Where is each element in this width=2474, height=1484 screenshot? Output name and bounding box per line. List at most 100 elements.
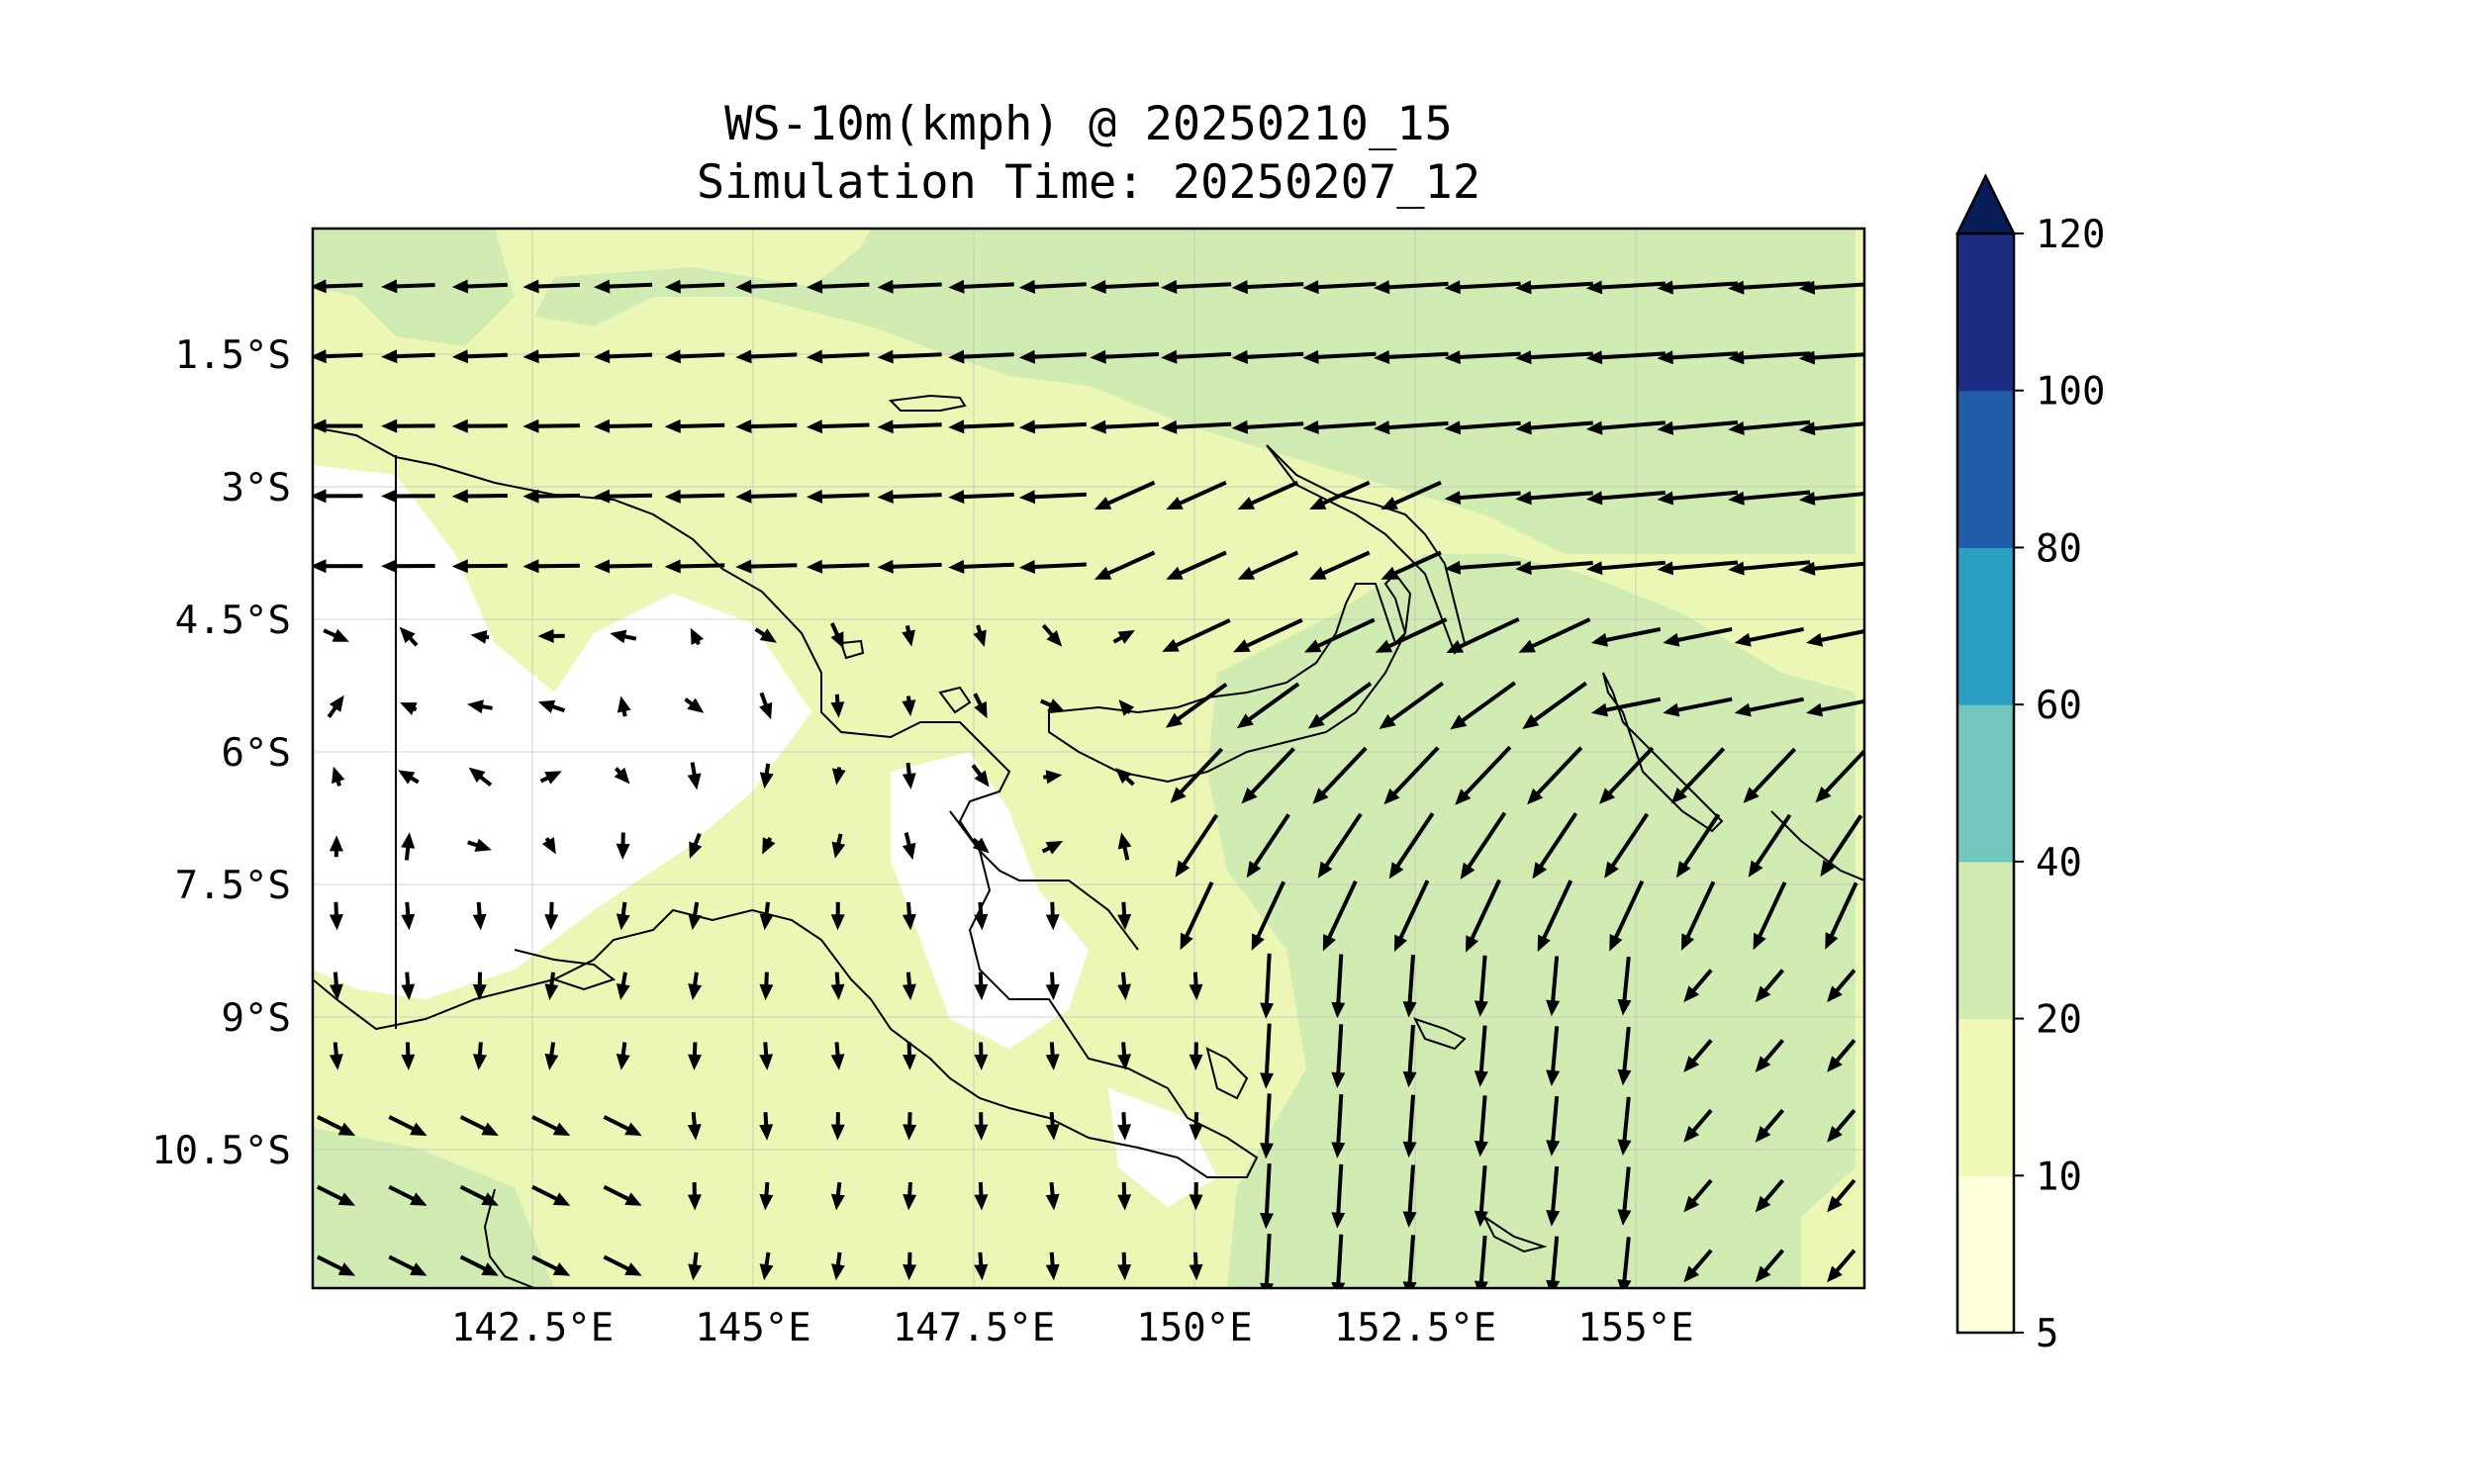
wind-arrow-shaft xyxy=(1396,880,1430,944)
wind-arrow-shaft xyxy=(887,493,942,500)
wind-arrow-head xyxy=(664,559,681,574)
wind-arrow-shaft xyxy=(1666,281,1739,290)
wind-arrow-head xyxy=(735,279,752,294)
wind-arrow-head xyxy=(1373,280,1390,295)
wind-arrow-head xyxy=(616,913,630,931)
wind-arrow-shaft xyxy=(1241,351,1304,360)
wind-arrow-shaft xyxy=(815,493,870,500)
wind-arrow-shaft xyxy=(1679,813,1721,872)
wind-arrow-head xyxy=(902,629,915,647)
wind-arrow-shaft xyxy=(958,492,1014,500)
wind-arrow-head xyxy=(948,490,965,505)
wind-arrow-shaft xyxy=(815,422,870,429)
wind-arrow-shaft xyxy=(532,563,580,569)
wind-arrow-head xyxy=(1045,1054,1060,1070)
wind-arrow-head xyxy=(332,628,349,642)
wind-arrow-shaft xyxy=(1808,421,1864,431)
wind-arrow-shaft xyxy=(1325,880,1358,944)
wind-arrow-shaft xyxy=(887,562,942,569)
wind-arrow-shaft xyxy=(1454,281,1521,290)
colorbar-tick-label: 5 xyxy=(2036,1312,2058,1356)
lon-label: 142.5°E xyxy=(451,1306,614,1350)
wind-arrow-head xyxy=(1331,1001,1346,1019)
wind-arrow-shaft xyxy=(1385,681,1445,725)
wind-arrow-head xyxy=(624,1192,642,1206)
wind-arrow-shaft xyxy=(1407,1164,1415,1219)
wind-arrow-shaft xyxy=(1737,560,1811,572)
wind-arrow-shaft xyxy=(1028,352,1087,359)
wind-arrow-shaft xyxy=(1028,562,1087,570)
wind-arrow-shaft xyxy=(1608,812,1650,872)
wind-arrow-head xyxy=(470,630,488,644)
wind-arrow-shaft xyxy=(1478,1025,1487,1077)
wind-arrow-head xyxy=(689,841,703,859)
colorbar-segment xyxy=(1957,390,2014,548)
wind-arrow-head xyxy=(1466,935,1479,953)
map-panel xyxy=(313,229,1864,1288)
wind-arrow-head xyxy=(735,349,752,364)
wind-arrow-head xyxy=(1617,1209,1632,1226)
wind-arrow-head xyxy=(1590,702,1608,717)
lon-label: 150°E xyxy=(1136,1306,1252,1350)
wind-arrow-head xyxy=(381,559,398,574)
wind-arrow-head xyxy=(1518,639,1536,653)
wind-arrow-head xyxy=(329,835,343,852)
wind-arrow-head xyxy=(1237,497,1256,510)
coastline-australia xyxy=(483,1188,535,1288)
wind-arrow-shaft xyxy=(1737,490,1811,502)
wind-arrow-shaft xyxy=(1264,953,1272,1010)
wind-arrow-shaft xyxy=(1099,352,1160,359)
wind-arrow-head xyxy=(1189,983,1203,1001)
wind-arrow-head xyxy=(624,1262,642,1276)
wind-arrow-head xyxy=(1798,561,1816,576)
wind-arrow-head xyxy=(1657,561,1674,576)
wind-arrow-head xyxy=(1402,1281,1417,1288)
wind-arrow-head xyxy=(1018,419,1036,434)
wind-arrow-head xyxy=(616,1054,630,1070)
wind-arrow-head xyxy=(1237,566,1256,580)
wind-arrow-head xyxy=(1670,788,1687,804)
wind-arrow-head xyxy=(481,1192,499,1206)
wind-arrow-shaft xyxy=(1600,626,1662,643)
wind-arrow-shaft xyxy=(1250,813,1290,872)
wind-arrow-shaft xyxy=(1312,351,1377,360)
wind-arrow-head xyxy=(1246,861,1262,879)
wind-arrow-shaft xyxy=(745,563,798,569)
wind-arrow-head xyxy=(1683,1195,1700,1213)
wind-arrow-head xyxy=(877,559,894,574)
wind-arrow-head xyxy=(664,489,681,504)
wind-arrow-head xyxy=(401,1054,416,1070)
wind-arrow-shaft xyxy=(1468,879,1502,945)
wind-arrow-head xyxy=(594,418,611,433)
wind-arrow-head xyxy=(1827,985,1843,1003)
wind-arrow-head xyxy=(1728,561,1745,576)
wind-arrow-shaft xyxy=(1170,421,1232,429)
wind-arrow-head xyxy=(1117,1124,1132,1141)
wind-arrow-shaft xyxy=(603,423,653,428)
wind-arrow-head xyxy=(974,1263,989,1281)
wind-band-solomon-sea xyxy=(1207,554,1856,1288)
wind-arrow-head xyxy=(329,1054,343,1070)
wind-arrow-shaft xyxy=(674,563,725,569)
wind-arrow-shaft xyxy=(461,563,508,569)
wind-arrow-head xyxy=(831,768,846,786)
wind-arrow-shaft xyxy=(1382,351,1449,360)
wind-arrow-shaft xyxy=(887,282,942,289)
wind-arrow-shaft xyxy=(1241,421,1304,430)
wind-arrow-head xyxy=(1450,714,1468,730)
wind-arrow-head xyxy=(1380,566,1398,580)
wind-arrow-head xyxy=(1546,1069,1561,1086)
wind-arrow-shaft xyxy=(1464,811,1507,873)
wind-arrow-head xyxy=(451,489,468,504)
wind-arrow-shaft xyxy=(1478,1165,1487,1218)
wind-arrow-shaft xyxy=(1179,813,1219,871)
coastline-fly-river xyxy=(514,949,617,991)
wind-arrow-shaft xyxy=(887,422,942,429)
wind-arrow-head xyxy=(523,349,539,364)
wind-arrow-head xyxy=(1117,913,1132,931)
wind-arrow-head xyxy=(1515,420,1532,435)
wind-arrow-head xyxy=(337,1192,356,1206)
wind-arrow-head xyxy=(1375,639,1393,653)
wind-arrow-head xyxy=(1094,566,1112,580)
wind-arrow-head xyxy=(974,1194,989,1211)
